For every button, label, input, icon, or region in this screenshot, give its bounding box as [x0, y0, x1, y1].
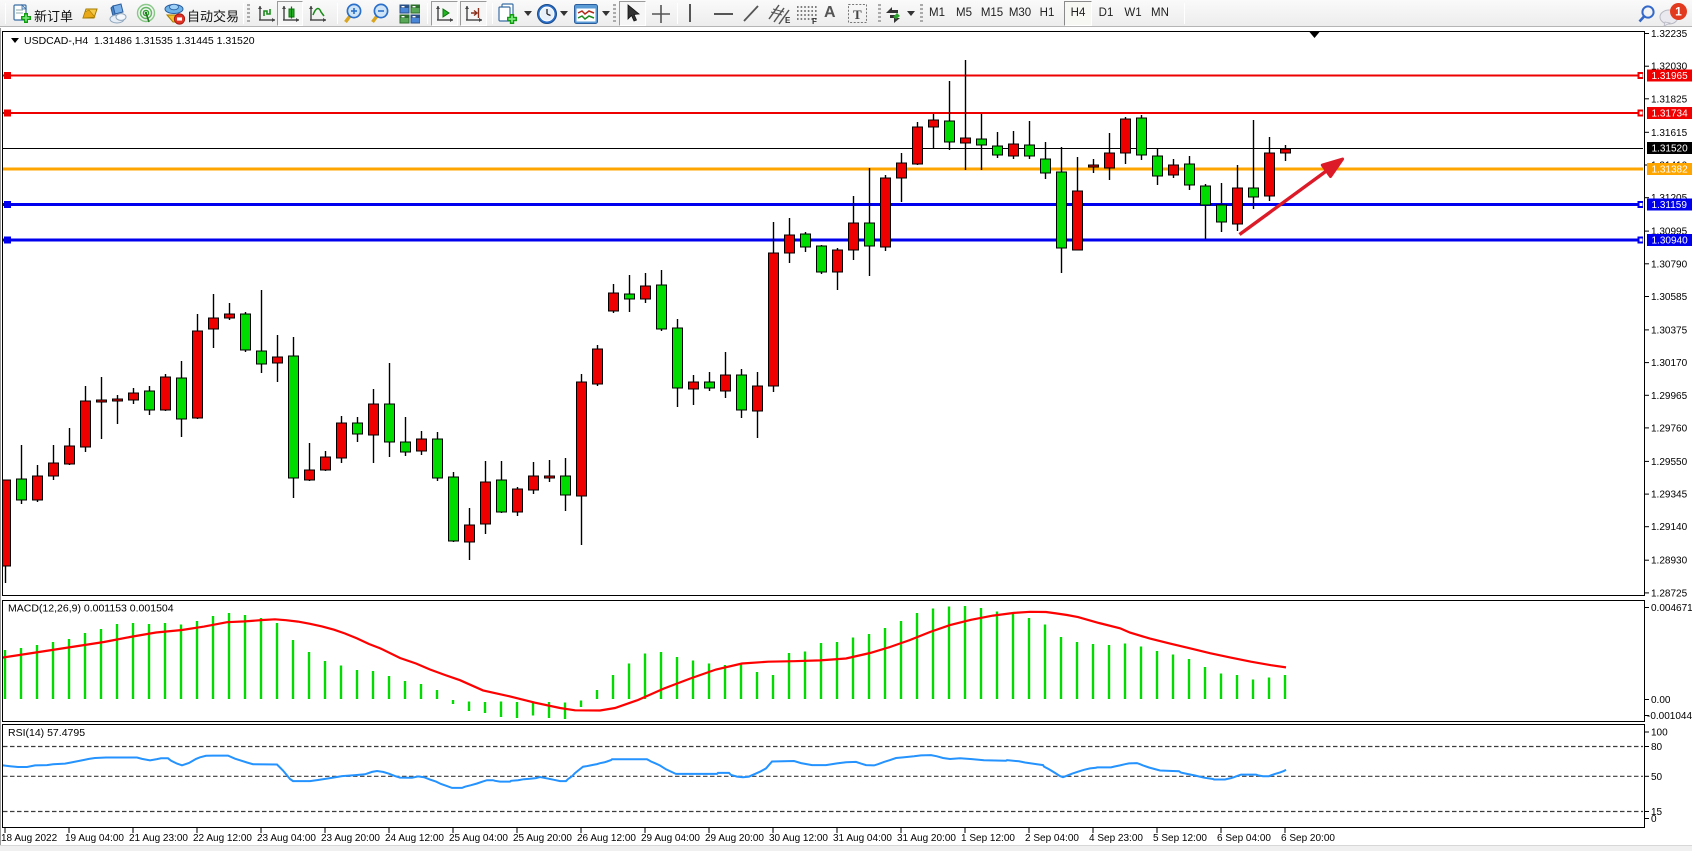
svg-text:31 Aug 04:00: 31 Aug 04:00 — [833, 833, 892, 844]
svg-text:0.00: 0.00 — [1651, 695, 1671, 706]
svg-text:1.32030: 1.32030 — [1651, 62, 1688, 73]
svg-text:1.29550: 1.29550 — [1651, 457, 1688, 468]
svg-text:1.29345: 1.29345 — [1651, 490, 1688, 501]
svg-text:1.31159: 1.31159 — [1652, 200, 1688, 211]
svg-text:1.30585: 1.30585 — [1651, 292, 1688, 303]
svg-text:25 Aug 04:00: 25 Aug 04:00 — [449, 833, 508, 844]
svg-text:1.29140: 1.29140 — [1651, 522, 1688, 533]
svg-text:29 Aug 20:00: 29 Aug 20:00 — [705, 833, 764, 844]
svg-text:1.31734: 1.31734 — [1652, 109, 1689, 120]
svg-text:18 Aug 2022: 18 Aug 2022 — [1, 833, 58, 844]
svg-text:2 Sep 04:00: 2 Sep 04:00 — [1025, 833, 1079, 844]
svg-text:1.32235: 1.32235 — [1651, 29, 1688, 40]
svg-text:29 Aug 04:00: 29 Aug 04:00 — [641, 833, 700, 844]
svg-text:1.30940: 1.30940 — [1652, 236, 1689, 247]
svg-text:0.004671: 0.004671 — [1651, 603, 1692, 614]
svg-text:6 Sep 20:00: 6 Sep 20:00 — [1281, 833, 1335, 844]
svg-text:23 Aug 20:00: 23 Aug 20:00 — [321, 833, 380, 844]
svg-text:1 Sep 12:00: 1 Sep 12:00 — [961, 833, 1015, 844]
svg-text:1.28930: 1.28930 — [1651, 556, 1688, 567]
svg-text:25 Aug 20:00: 25 Aug 20:00 — [513, 833, 572, 844]
svg-text:1.31825: 1.31825 — [1651, 94, 1688, 105]
svg-text:1: 1 — [1675, 5, 1682, 19]
svg-text:100: 100 — [1651, 728, 1668, 739]
svg-text:1.31382: 1.31382 — [1652, 165, 1689, 176]
svg-text:1.30790: 1.30790 — [1651, 259, 1688, 270]
svg-text:24 Aug 12:00: 24 Aug 12:00 — [385, 833, 444, 844]
svg-text:0: 0 — [1651, 814, 1657, 825]
svg-text:1.29760: 1.29760 — [1651, 423, 1688, 434]
svg-text:80: 80 — [1651, 742, 1663, 753]
svg-text:F: F — [812, 17, 817, 25]
svg-text:6 Sep 04:00: 6 Sep 04:00 — [1217, 833, 1271, 844]
svg-text:31 Aug 20:00: 31 Aug 20:00 — [897, 833, 956, 844]
svg-text:19 Aug 04:00: 19 Aug 04:00 — [65, 833, 124, 844]
svg-text:MACD(12,26,9) 0.001153 0.00150: MACD(12,26,9) 0.001153 0.001504 — [8, 603, 174, 615]
svg-text:1.31965: 1.31965 — [1652, 71, 1689, 82]
svg-text:22 Aug 12:00: 22 Aug 12:00 — [193, 833, 252, 844]
svg-text:E: E — [785, 16, 791, 25]
svg-text:26 Aug 12:00: 26 Aug 12:00 — [577, 833, 636, 844]
svg-text:21 Aug 23:00: 21 Aug 23:00 — [129, 833, 188, 844]
svg-text:5 Sep 12:00: 5 Sep 12:00 — [1153, 833, 1207, 844]
svg-text:15: 15 — [1651, 807, 1663, 818]
svg-text:1.31520: 1.31520 — [1652, 144, 1689, 155]
svg-text:1.28725: 1.28725 — [1651, 588, 1688, 599]
svg-text:-0.001044: -0.001044 — [1647, 711, 1692, 722]
svg-text:1.31615: 1.31615 — [1651, 128, 1688, 139]
svg-text:T: T — [853, 7, 862, 22]
svg-text:USDCAD-,H4 1.31486 1.31535 1.: USDCAD-,H4 1.31486 1.31535 1.31445 1.315… — [24, 35, 255, 47]
svg-text:50: 50 — [1651, 772, 1663, 783]
svg-text:4 Sep 23:00: 4 Sep 23:00 — [1089, 833, 1143, 844]
svg-text:1.29965: 1.29965 — [1651, 391, 1688, 402]
svg-text:1.30170: 1.30170 — [1651, 358, 1688, 369]
svg-text:1.30995: 1.30995 — [1651, 227, 1688, 238]
svg-text:23 Aug 04:00: 23 Aug 04:00 — [257, 833, 316, 844]
svg-text:RSI(14) 57.4795: RSI(14) 57.4795 — [8, 727, 85, 739]
svg-text:1.30375: 1.30375 — [1651, 325, 1688, 336]
svg-text:30 Aug 12:00: 30 Aug 12:00 — [769, 833, 828, 844]
